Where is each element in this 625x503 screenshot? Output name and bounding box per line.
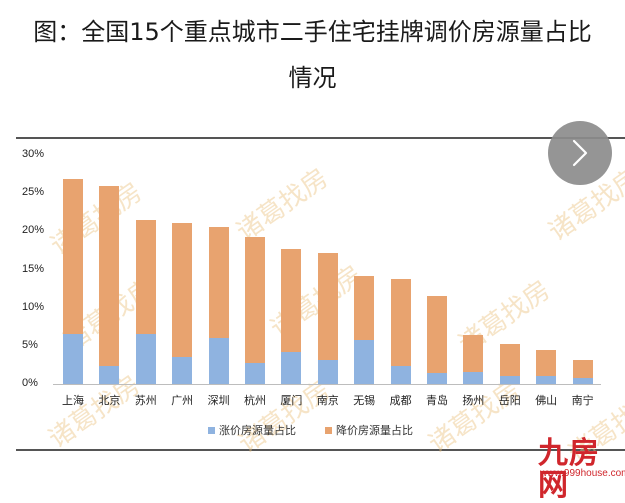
bar-4 bbox=[208, 226, 229, 384]
watermark-text: 诸葛找房 bbox=[265, 260, 368, 345]
x-tick-label: 苏州 bbox=[134, 394, 157, 407]
chart-title-line2: 情况 bbox=[288, 64, 337, 92]
legend-swatch-down bbox=[325, 426, 332, 434]
bar-segment-down bbox=[390, 278, 411, 367]
bar-segment-down bbox=[208, 226, 229, 339]
bar-segment-down bbox=[463, 335, 484, 372]
bar-segment-up bbox=[281, 351, 302, 384]
watermark-text: 诸葛找房 bbox=[43, 370, 146, 455]
top-divider bbox=[16, 137, 625, 139]
legend-item-down: 降价房源量占比 bbox=[325, 422, 413, 438]
legend-swatch-up bbox=[208, 426, 215, 434]
bar-segment-up bbox=[572, 377, 593, 384]
x-tick-label: 佛山 bbox=[535, 394, 558, 407]
bar-segment-up bbox=[317, 359, 338, 384]
chart-title-line1: 图：全国15个重点城市二手住宅挂牌调价房源量占比 bbox=[33, 18, 592, 46]
bar-segment-down bbox=[572, 359, 593, 378]
x-tick-label: 厦门 bbox=[280, 394, 303, 407]
x-tick-label: 岳阳 bbox=[498, 394, 521, 407]
bar-segment-down bbox=[63, 179, 83, 334]
bar-segment-up bbox=[63, 333, 83, 384]
watermark-text: 诸葛找房 bbox=[231, 163, 334, 248]
x-tick-label: 北京 bbox=[98, 394, 121, 407]
legend-item-up: 涨价房源量占比 bbox=[208, 422, 296, 438]
x-tick-label: 南宁 bbox=[571, 394, 594, 407]
bar-segment-down bbox=[245, 237, 265, 363]
y-tick-label: 20% bbox=[22, 224, 45, 237]
bar-segment-down bbox=[427, 296, 447, 374]
bar-8 bbox=[354, 276, 375, 384]
bar-segment-up bbox=[354, 340, 375, 384]
y-tick-label: 5% bbox=[22, 338, 38, 351]
bar-segment-up bbox=[135, 334, 156, 384]
bar-segment-down bbox=[317, 253, 338, 360]
bar-segment-up bbox=[390, 366, 411, 384]
bar-segment-up bbox=[499, 376, 520, 384]
y-tick-label: 30% bbox=[22, 148, 45, 160]
x-tick-label: 无锡 bbox=[353, 394, 376, 407]
watermark-text: 诸葛找房 bbox=[45, 177, 148, 262]
x-tick-label: 青岛 bbox=[426, 394, 448, 407]
legend-label-up: 涨价房源量占比 bbox=[219, 424, 296, 437]
bar-0 bbox=[63, 179, 83, 384]
bar-11 bbox=[463, 335, 484, 384]
bar-12 bbox=[499, 343, 520, 384]
x-tick-label: 杭州 bbox=[244, 394, 266, 407]
bar-14 bbox=[572, 359, 593, 384]
x-tick-label: 上海 bbox=[62, 394, 84, 407]
chevron-right-icon bbox=[572, 139, 588, 167]
y-tick-label: 25% bbox=[22, 186, 45, 199]
x-tick-label: 南京 bbox=[316, 394, 339, 407]
bar-13 bbox=[536, 349, 557, 384]
stacked-bar-chart: 诸葛找房诸葛找房诸葛找房诸葛找房诸葛找房诸葛找房诸葛找房诸葛找房诸葛找房诸葛找房… bbox=[22, 148, 625, 469]
bar-1 bbox=[99, 185, 120, 384]
x-tick-label: 扬州 bbox=[462, 394, 485, 407]
bar-6 bbox=[281, 248, 302, 384]
bar-segment-down bbox=[281, 248, 302, 352]
bar-segment-down bbox=[499, 343, 520, 377]
bar-9 bbox=[390, 278, 411, 384]
x-tick-label: 成都 bbox=[389, 394, 412, 407]
bar-segment-down bbox=[172, 222, 193, 358]
bar-7 bbox=[317, 253, 338, 384]
bottom-divider bbox=[16, 449, 625, 451]
bar-segment-up bbox=[208, 338, 229, 384]
bar-segment-up bbox=[463, 371, 484, 384]
bar-segment-up bbox=[99, 365, 120, 384]
bar-segment-down bbox=[536, 349, 557, 376]
x-tick-label: 广州 bbox=[171, 394, 194, 407]
bar-segment-up bbox=[245, 362, 265, 384]
bar-segment-down bbox=[99, 185, 120, 366]
bar-2 bbox=[135, 219, 156, 384]
y-tick-label: 0% bbox=[22, 377, 38, 389]
bar-segment-up bbox=[172, 357, 193, 384]
bar-segment-up bbox=[536, 375, 557, 384]
y-tick-label: 15% bbox=[22, 262, 45, 275]
site-url: www.999house.com bbox=[540, 468, 625, 479]
bar-segment-up bbox=[427, 373, 447, 384]
legend-label-down: 降价房源量占比 bbox=[336, 424, 413, 437]
next-image-button[interactable] bbox=[548, 121, 612, 185]
bar-5 bbox=[245, 237, 265, 384]
bar-10 bbox=[427, 296, 447, 384]
bar-segment-down bbox=[354, 276, 375, 341]
y-tick-label: 10% bbox=[22, 300, 45, 313]
x-axis-line bbox=[53, 384, 601, 385]
bar-3 bbox=[172, 222, 193, 384]
x-tick-label: 深圳 bbox=[207, 394, 230, 407]
bar-segment-down bbox=[135, 219, 156, 335]
